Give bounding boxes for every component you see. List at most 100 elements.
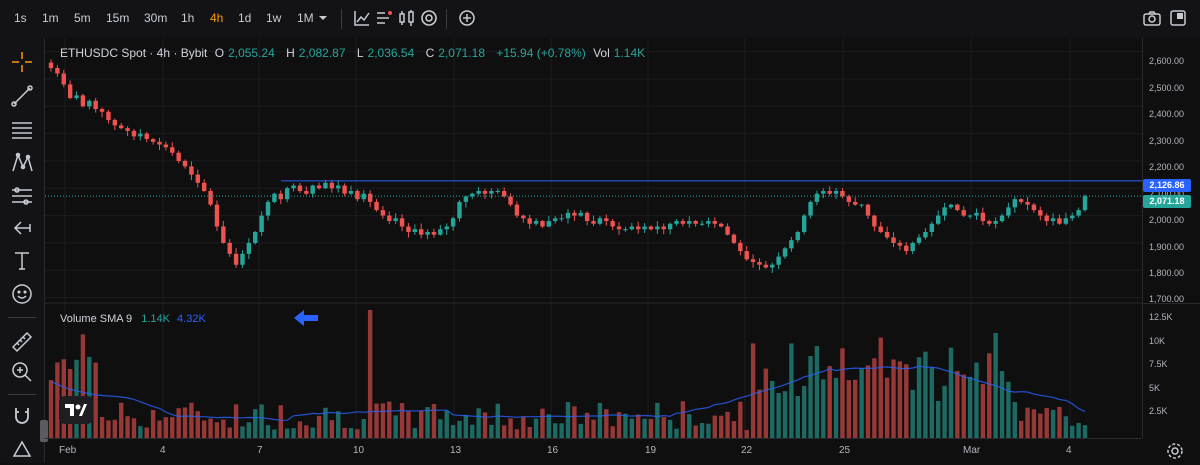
candle-body bbox=[1070, 215, 1075, 219]
price-axis-label: 2,400.00 bbox=[1149, 109, 1185, 119]
timeframe-1s[interactable]: 1s bbox=[14, 11, 27, 25]
candle-body bbox=[929, 223, 935, 232]
candle-body bbox=[795, 231, 800, 241]
forecast-icon[interactable] bbox=[10, 184, 34, 208]
volume-bar bbox=[438, 419, 443, 438]
camera-icon[interactable] bbox=[1142, 8, 1162, 28]
volume-bar bbox=[565, 402, 571, 438]
candle-body bbox=[310, 185, 315, 194]
candle-body bbox=[706, 221, 711, 224]
volume-bar bbox=[291, 428, 296, 438]
time-axis[interactable]: Feb 4 7 10 13 16 19 22 25 Mar 4 bbox=[45, 438, 1142, 464]
volume-bar bbox=[757, 389, 762, 438]
compare-icon[interactable] bbox=[374, 8, 394, 28]
add-icon[interactable] bbox=[457, 8, 477, 28]
hline-price-tag: 2,126.86 bbox=[1143, 179, 1191, 192]
text-icon[interactable] bbox=[10, 249, 34, 273]
ruler-icon[interactable] bbox=[10, 330, 34, 354]
volume-bar bbox=[648, 418, 654, 438]
volume-bar bbox=[112, 419, 118, 438]
timeframe-15m[interactable]: 15m bbox=[106, 11, 130, 25]
panel-collapse-handle[interactable] bbox=[40, 420, 48, 442]
volume-bar bbox=[527, 427, 532, 438]
candlestick-chart-svg[interactable] bbox=[45, 38, 1142, 438]
price-axis[interactable]: 2,600.00 2,500.00 2,400.00 2,300.00 2,20… bbox=[1142, 38, 1200, 438]
candle-body bbox=[1076, 210, 1081, 216]
candle-body bbox=[444, 226, 449, 230]
candle-body bbox=[450, 218, 456, 227]
fullscreen-icon[interactable] bbox=[1168, 8, 1188, 28]
last-price-tag: 2,071.18 bbox=[1143, 195, 1191, 208]
volume-bar bbox=[189, 402, 194, 438]
candle-body bbox=[380, 210, 386, 216]
timeframe-30m[interactable]: 30m bbox=[144, 11, 168, 25]
emoji-icon[interactable] bbox=[10, 282, 34, 306]
candle-body bbox=[884, 231, 890, 238]
timeframe-5m[interactable]: 5m bbox=[74, 11, 91, 25]
timeframe-1m[interactable]: 1m bbox=[42, 11, 59, 25]
candle-body bbox=[987, 221, 992, 224]
volume-sma-value2: 4.32K bbox=[177, 313, 206, 325]
candle-body bbox=[297, 185, 303, 191]
low-value: 2,036.54 bbox=[367, 46, 415, 60]
volume-bar bbox=[131, 418, 137, 438]
price-chart[interactable] bbox=[45, 38, 1142, 438]
symbol-legend: ETHUSDC Spot · 4h · Bybit O 2,055.24 H 2,0… bbox=[60, 46, 653, 60]
timeframe-dropdown-icon[interactable] bbox=[318, 10, 328, 20]
volume-bar bbox=[246, 422, 252, 438]
volume-bar bbox=[450, 425, 456, 438]
arrow-annotation-icon[interactable] bbox=[294, 310, 318, 331]
candle-body bbox=[329, 182, 335, 189]
candle-body bbox=[463, 196, 469, 202]
arrow-icon[interactable] bbox=[10, 216, 34, 240]
volume-bar bbox=[712, 415, 718, 438]
lock-drawings-icon[interactable] bbox=[10, 436, 34, 460]
indicators-chart-icon[interactable] bbox=[352, 8, 372, 28]
volume-bar bbox=[578, 423, 583, 438]
settings-icon[interactable] bbox=[419, 8, 439, 28]
candle-body bbox=[438, 229, 443, 235]
candle-body bbox=[227, 242, 232, 254]
candles-type-icon[interactable] bbox=[397, 8, 417, 28]
trendline-icon[interactable] bbox=[10, 84, 34, 108]
timeframe-4h[interactable]: 4h bbox=[210, 11, 224, 25]
candle-body bbox=[48, 62, 54, 69]
candle-body bbox=[144, 133, 149, 140]
volume-bar bbox=[48, 380, 54, 438]
tradingview-logo[interactable] bbox=[59, 396, 93, 424]
settings-gear-icon[interactable] bbox=[1166, 442, 1184, 460]
candle-body bbox=[667, 223, 673, 230]
pattern-icon[interactable] bbox=[10, 151, 34, 175]
volume-bar bbox=[342, 427, 347, 438]
timeframe-1d[interactable]: 1d bbox=[238, 11, 252, 25]
magnet-icon[interactable] bbox=[10, 404, 34, 428]
timeframe-1M[interactable]: 1M bbox=[297, 11, 314, 25]
candle-body bbox=[74, 95, 79, 99]
candle-body bbox=[910, 242, 915, 252]
symbol-label[interactable]: ETHUSDC Spot · 4h · Bybit bbox=[60, 46, 208, 60]
candle-body bbox=[961, 210, 966, 216]
zoom-icon[interactable] bbox=[10, 360, 34, 384]
fib-retracement-icon[interactable] bbox=[10, 118, 34, 142]
crosshair-icon[interactable] bbox=[10, 50, 34, 74]
candle-body bbox=[150, 139, 156, 142]
candle-body bbox=[846, 196, 852, 202]
volume-bar bbox=[744, 430, 749, 438]
volume-bar bbox=[265, 425, 271, 438]
volume-bar bbox=[1063, 416, 1069, 438]
candle-body bbox=[284, 188, 290, 200]
volume-bar bbox=[214, 422, 220, 438]
timeframe-1h[interactable]: 1h bbox=[181, 11, 195, 25]
candle-body bbox=[661, 226, 666, 230]
candle-body bbox=[342, 185, 347, 194]
volume-sma-name[interactable]: Volume SMA 9 bbox=[60, 313, 133, 325]
volume-bar bbox=[55, 362, 60, 438]
volume-bar bbox=[878, 337, 883, 438]
timeframe-1w[interactable]: 1w bbox=[266, 11, 282, 25]
candle-body bbox=[597, 218, 603, 224]
time-axis-label: Mar bbox=[963, 445, 981, 456]
volume-bar bbox=[1018, 420, 1024, 438]
volume-bar bbox=[412, 427, 418, 438]
candle-body bbox=[642, 226, 647, 230]
volume-bar bbox=[680, 401, 686, 438]
